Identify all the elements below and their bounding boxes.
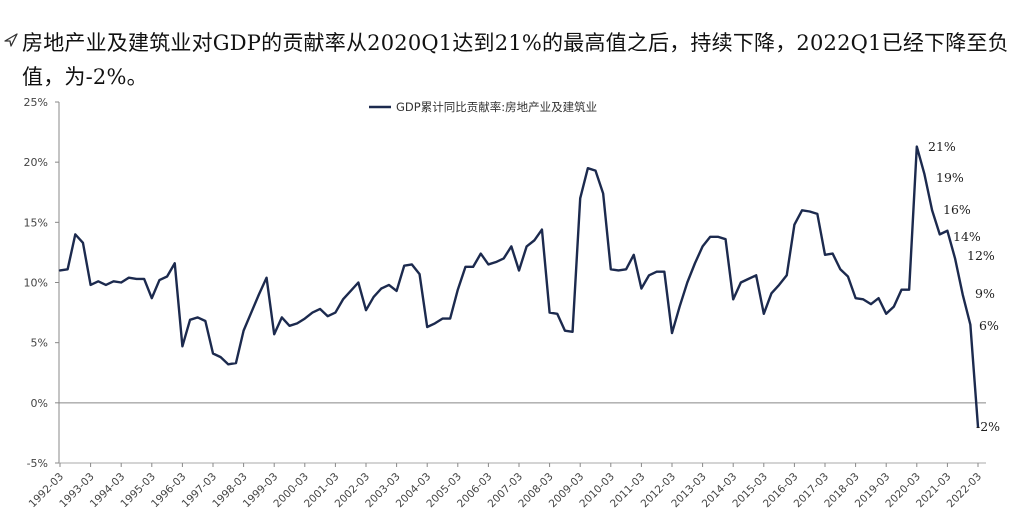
y-tick-label: 15% xyxy=(24,216,48,229)
y-tick-label: -5% xyxy=(27,457,48,470)
data-label: 16% xyxy=(943,202,971,217)
data-label: 21% xyxy=(928,139,956,154)
chart-caption: 房地产业及建筑业对GDP的贡献率从2020Q1达到21%的最高值之后，持续下降，… xyxy=(0,0,1024,100)
chart-axes xyxy=(58,102,986,464)
y-tick-label: 25% xyxy=(24,96,48,109)
legend-label: GDP累计同比贡献率:房地产业及建筑业 xyxy=(396,100,597,114)
line-chart: 25% 20% 15% 10% 5% 0% -5% 1992-031993-031994-0… xyxy=(24,96,1001,510)
triangle-flag-icon xyxy=(4,33,18,47)
series-layer xyxy=(58,145,980,429)
series-line xyxy=(58,145,980,429)
data-label: 14% xyxy=(953,229,981,244)
caption-text: 房地产业及建筑业对GDP的贡献率从2020Q1达到21%的最高值之后，持续下降，… xyxy=(22,31,1009,89)
legend: GDP累计同比贡献率:房地产业及建筑业 xyxy=(369,100,597,114)
data-label: 12% xyxy=(967,248,995,263)
y-tick-label: 10% xyxy=(24,277,48,290)
y-tick-label: 5% xyxy=(31,337,48,350)
y-axis: 25% 20% 15% 10% 5% 0% -5% xyxy=(24,96,59,470)
y-tick-label: 20% xyxy=(24,156,48,169)
data-label: 9% xyxy=(975,286,995,301)
data-label: 19% xyxy=(936,170,964,185)
data-labels: 21% 19% 16% 14% 12% 9% 6% -2% xyxy=(928,139,1000,434)
data-label: 6% xyxy=(979,318,999,333)
x-axis: 1992-031993-031994-031995-031996-031997-… xyxy=(27,463,984,510)
data-label: -2% xyxy=(976,419,1000,434)
y-tick-label: 0% xyxy=(31,397,48,410)
